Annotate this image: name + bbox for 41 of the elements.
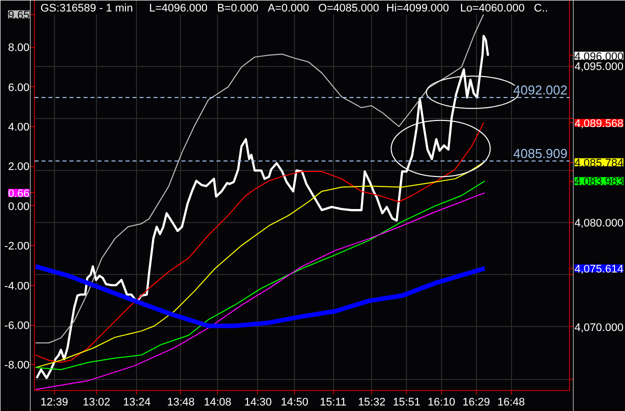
annotation: B=0.000 <box>217 2 258 14</box>
annotation: L=4096.000 <box>149 2 208 14</box>
y-tick-label: 9.65 <box>8 9 30 22</box>
x-tick-label: 15:51 <box>392 396 420 408</box>
annotation: A=0.000 <box>268 2 309 14</box>
chart-title: GS:316589 - 1 min <box>40 2 133 14</box>
x-tick-label: 16:48 <box>497 396 525 408</box>
y-tick-label: -8.00 <box>4 360 30 372</box>
x-tick-label: 13:02 <box>82 396 110 408</box>
y2-tick-label: 4,075.614 <box>574 263 624 276</box>
x-tick-label: 12:39 <box>40 396 68 408</box>
x-tick-label: 13:48 <box>167 396 195 408</box>
x-tick-label: 16:10 <box>428 396 456 408</box>
y-tick-label: 0.66 <box>8 188 30 200</box>
y-tick-label: 2.00 <box>8 161 30 174</box>
ref-line-label: 4085.909 <box>513 146 568 161</box>
y-tick-label: -2.00 <box>4 240 30 253</box>
y-tick-label: 0.00 <box>8 200 30 213</box>
annotation: C.. <box>534 2 548 14</box>
x-tick-label: 15:32 <box>358 396 386 408</box>
y2-tick-label: 4,089.568 <box>574 118 624 130</box>
ref-line-label: 4092.002 <box>513 82 568 98</box>
y-tick-label: -6.00 <box>4 320 30 332</box>
y-tick-label: 8.00 <box>8 42 30 54</box>
x-tick-label: 16:29 <box>462 396 490 408</box>
annotation: Hi=4099.000 <box>386 2 450 14</box>
annotation: Lo=4060.000 <box>460 2 525 14</box>
x-tick-label: 14:08 <box>204 396 232 408</box>
y-tick-label: -4.00 <box>4 280 30 292</box>
x-tick-label: 13:24 <box>123 396 151 408</box>
y-tick-label: 4.00 <box>8 122 30 134</box>
y2-tick-label: 4,085.784 <box>574 157 624 170</box>
annotation: O=4085.000 <box>318 2 380 14</box>
y2-tick-label: 4,096.000 <box>574 50 624 63</box>
y-tick-label: 6.00 <box>8 82 30 94</box>
y2-tick-label: 4,080.000 <box>574 218 624 230</box>
x-tick-label: 14:50 <box>280 396 308 408</box>
y2-tick-label: 4,070.000 <box>574 322 624 334</box>
x-tick-label: 15:11 <box>320 396 347 408</box>
x-tick-label: 14:30 <box>244 396 272 408</box>
y2-tick-label: 4,095.000 <box>574 61 624 74</box>
